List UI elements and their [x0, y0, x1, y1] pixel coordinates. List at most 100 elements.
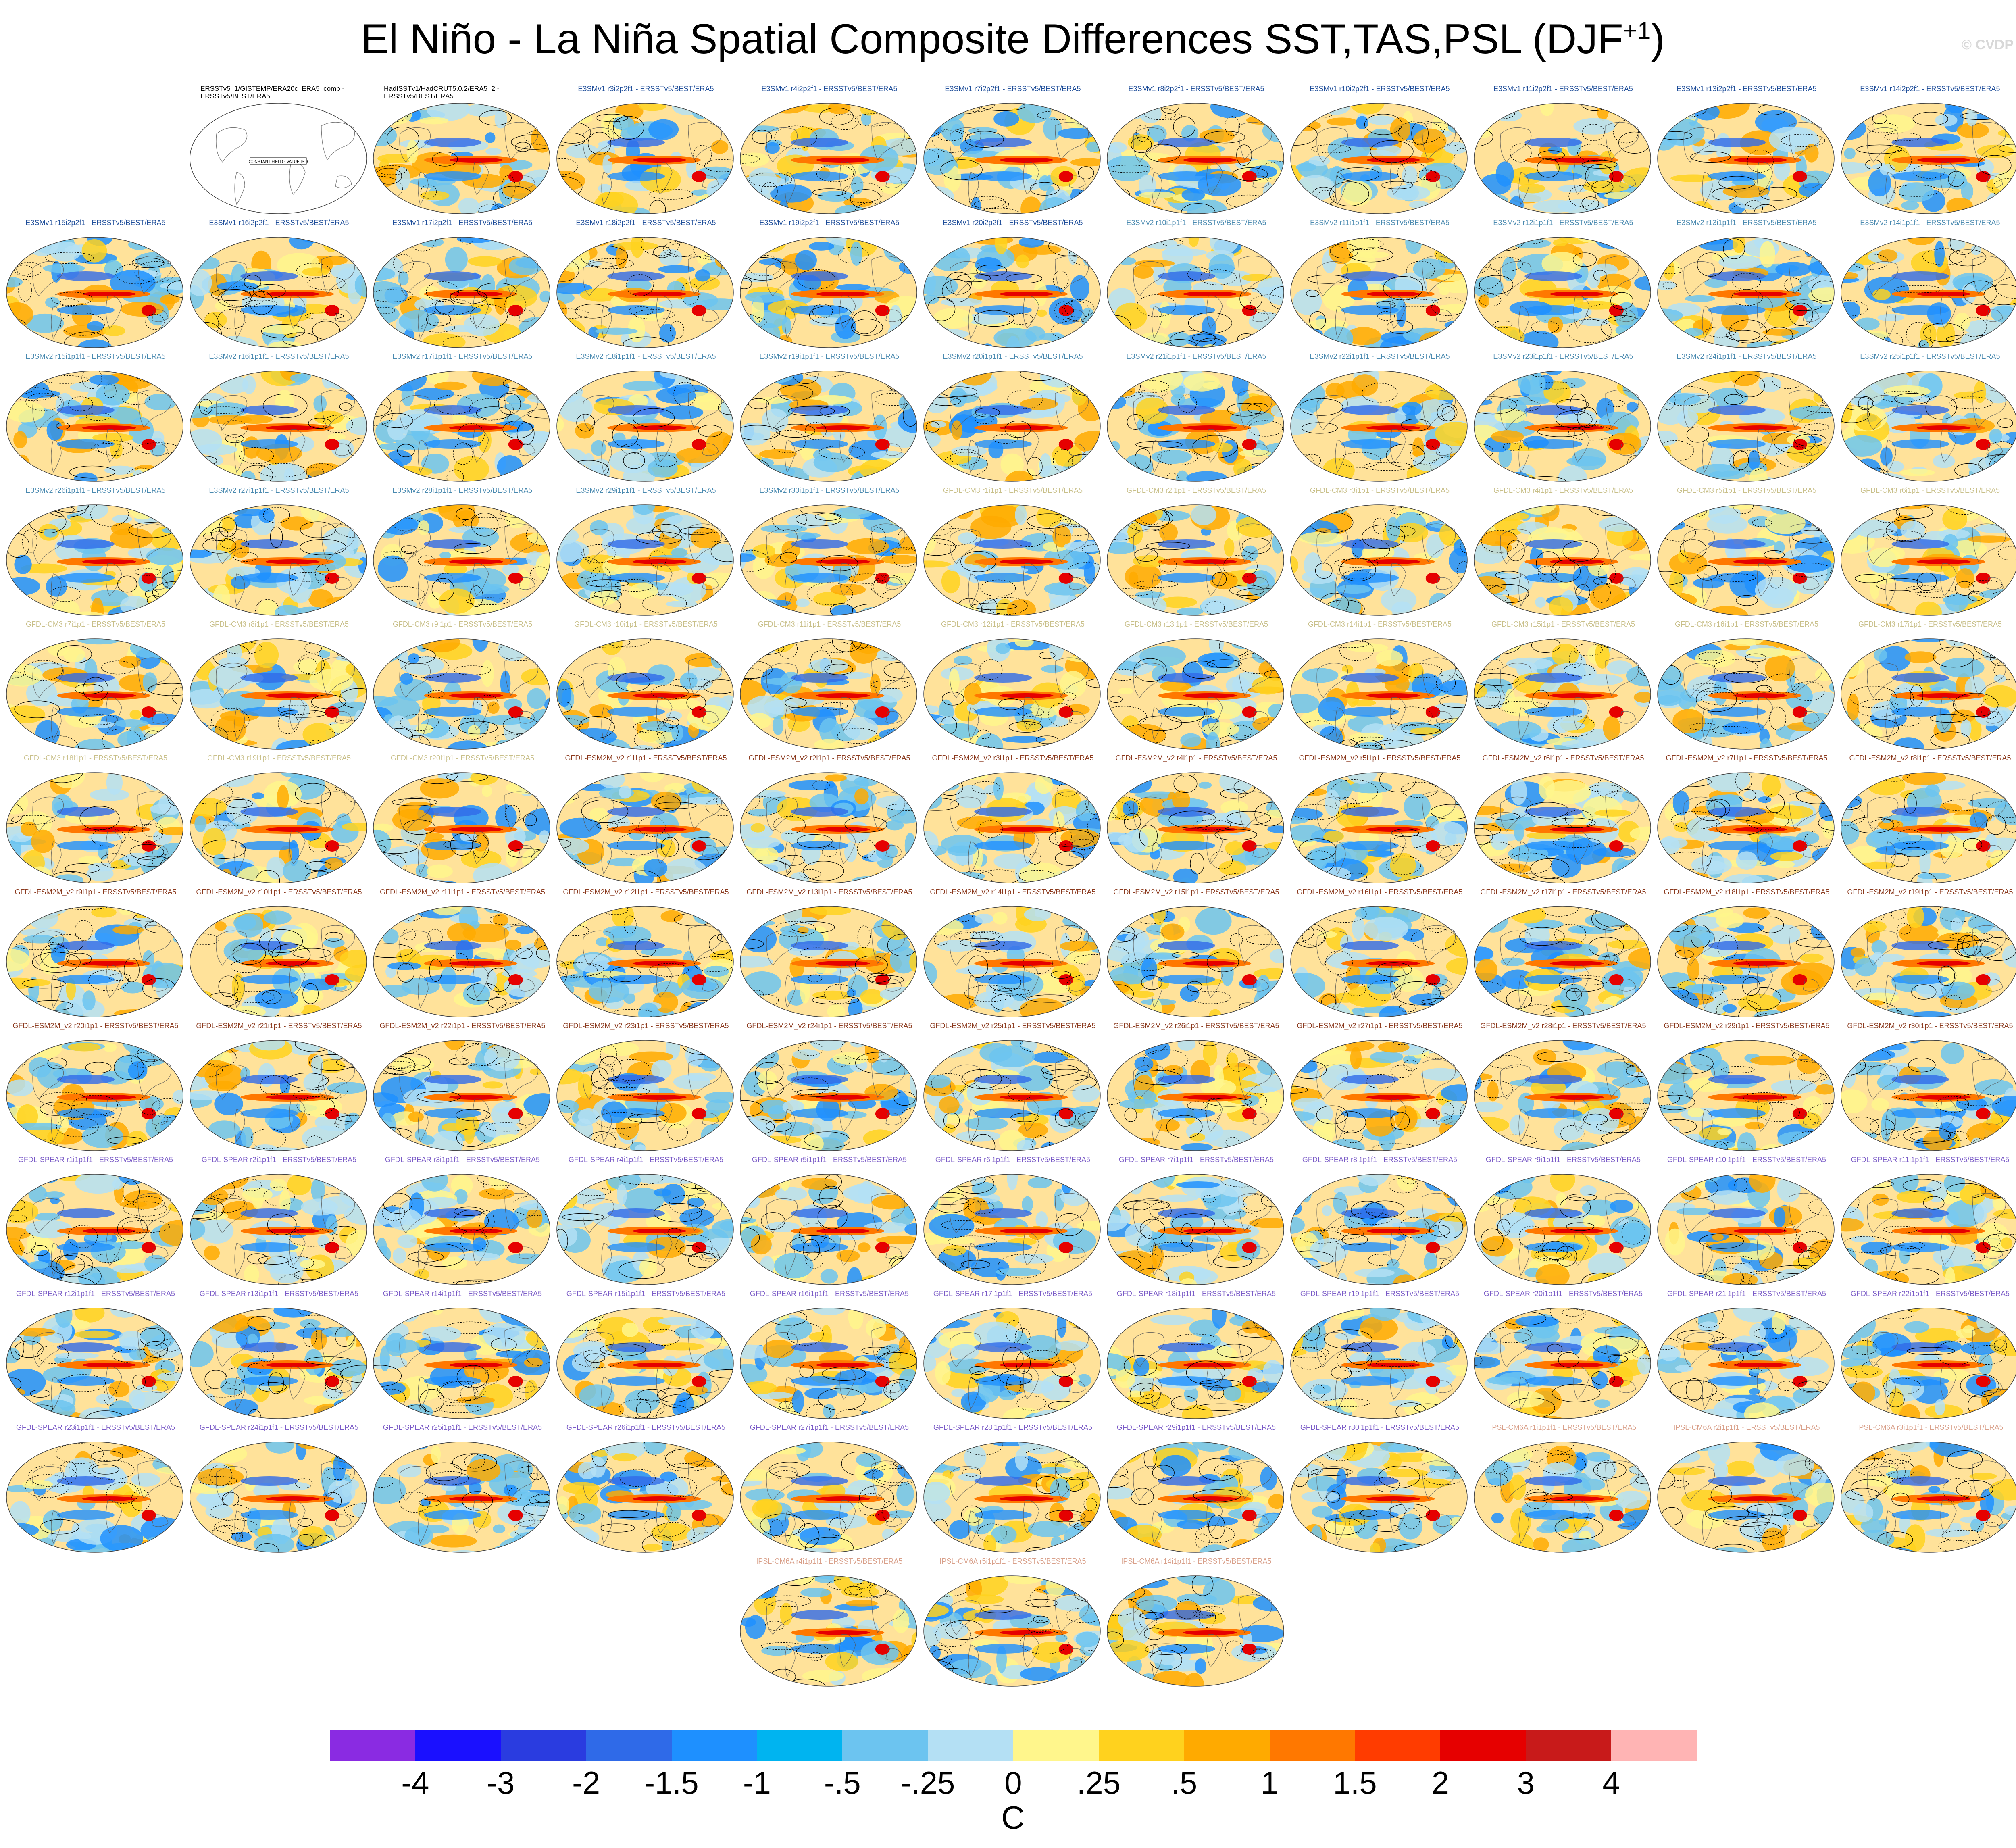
panel-label: GFDL-CM3 r5i1p1 - ERSSTv5/BEST/ERA5 [1677, 486, 1817, 494]
map-panel: E3SMv1 r11i2p2f1 - ERSSTv5/BEST/ERA5 [1472, 85, 1654, 217]
map-panel: GFDL-ESM2M_v2 r14i1p1 - ERSSTv5/BEST/ERA… [922, 888, 1104, 1020]
globe-map [1107, 1174, 1284, 1285]
map-panel: GFDL-CM3 r18i1p1 - ERSSTv5/BEST/ERA5 [5, 754, 186, 886]
globe-map [923, 906, 1101, 1017]
panel-label: E3SMv2 r14i1p1f1 - ERSSTv5/BEST/ERA5 [1860, 219, 2000, 227]
panel-label: GFDL-ESM2M_v2 r10i1p1 - ERSSTv5/BEST/ERA… [196, 888, 362, 896]
map-panel: E3SMv2 r21i1p1f1 - ERSSTv5/BEST/ERA5 [1106, 352, 1287, 485]
globe-map [190, 1442, 367, 1553]
map-panel: E3SMv1 r7i2p2f1 - ERSSTv5/BEST/ERA5 [922, 85, 1104, 217]
panel-label: GFDL-CM3 r8i1p1 - ERSSTv5/BEST/ERA5 [209, 620, 349, 628]
map-panel: GFDL-ESM2M_v2 r19i1p1 - ERSSTv5/BEST/ERA… [1839, 888, 2016, 1020]
map-panel: E3SMv1 r17i2p2f1 - ERSSTv5/BEST/ERA5 [372, 219, 553, 351]
map-panel: GFDL-CM3 r12i1p1 - ERSSTv5/BEST/ERA5 [922, 620, 1104, 752]
map-panel: E3SMv1 r13i2p2f1 - ERSSTv5/BEST/ERA5 [1656, 85, 1837, 217]
map-panel: GFDL-ESM2M_v2 r9i1p1 - ERSSTv5/BEST/ERA5 [5, 888, 186, 1020]
map-panel: E3SMv2 r13i1p1f1 - ERSSTv5/BEST/ERA5 [1656, 219, 1837, 351]
panel-label: E3SMv2 r15i1p1f1 - ERSSTv5/BEST/ERA5 [25, 352, 166, 360]
panel-label: GFDL-SPEAR r8i1p1f1 - ERSSTv5/BEST/ERA5 [1302, 1156, 1458, 1164]
map-panel: HadISSTv1/HadCRUT5.0.2/ERA5_2 - ERSSTv5/… [372, 85, 553, 217]
globe-map [1474, 772, 1651, 883]
globe-map [1107, 906, 1284, 1017]
map-panel: GFDL-ESM2M_v2 r13i1p1 - ERSSTv5/BEST/ERA… [739, 888, 920, 1020]
globe-map [6, 906, 183, 1017]
panel-label: GFDL-ESM2M_v2 r18i1p1 - ERSSTv5/BEST/ERA… [1664, 888, 1830, 896]
panel-label: GFDL-CM3 r17i1p1 - ERSSTv5/BEST/ERA5 [1858, 620, 2002, 628]
globe-map [1841, 906, 2016, 1017]
panel-label: GFDL-SPEAR r13i1p1f1 - ERSSTv5/BEST/ERA5 [199, 1290, 359, 1298]
map-panel: GFDL-SPEAR r10i1p1f1 - ERSSTv5/BEST/ERA5 [1656, 1156, 1837, 1288]
map-panel: E3SMv1 r3i2p2f1 - ERSSTv5/BEST/ERA5 [555, 85, 737, 217]
colorbar-tick-label: 2 [1431, 1765, 1450, 1800]
panel-label: GFDL-SPEAR r16i1p1f1 - ERSSTv5/BEST/ERA5 [750, 1290, 909, 1298]
panel-label: GFDL-SPEAR r19i1p1f1 - ERSSTv5/BEST/ERA5 [1300, 1290, 1460, 1298]
map-panel: GFDL-ESM2M_v2 r7i1p1 - ERSSTv5/BEST/ERA5 [1656, 754, 1837, 886]
map-panel: GFDL-ESM2M_v2 r24i1p1 - ERSSTv5/BEST/ERA… [739, 1022, 920, 1154]
globe-map [1841, 103, 2016, 214]
globe-map [1290, 1442, 1468, 1553]
colorbar-segment [1355, 1730, 1441, 1761]
panel-label: IPSL-CM6A r2i1p1f1 - ERSSTv5/BEST/ERA5 [1673, 1423, 1820, 1431]
panel-label: GFDL-SPEAR r14i1p1f1 - ERSSTv5/BEST/ERA5 [383, 1290, 542, 1298]
panel-label: GFDL-ESM2M_v2 r25i1p1 - ERSSTv5/BEST/ERA… [930, 1022, 1096, 1030]
panel-label: E3SMv1 r18i2p2f1 - ERSSTv5/BEST/ERA5 [576, 219, 716, 227]
panel-label: E3SMv1 r10i2p2f1 - ERSSTv5/BEST/ERA5 [1310, 85, 1450, 93]
map-panel: E3SMv2 r30i1p1f1 - ERSSTv5/BEST/ERA5 [739, 486, 920, 619]
colorbar-tick-label: -.25 [900, 1765, 955, 1800]
colorbar-segment [1611, 1730, 1697, 1761]
title-suffix: ) [1651, 16, 1665, 63]
globe-map [1474, 237, 1651, 348]
map-panel: E3SMv1 r19i2p2f1 - ERSSTv5/BEST/ERA5 [739, 219, 920, 351]
globe-map [1657, 103, 1835, 214]
colorbar-tick-label: 1.5 [1333, 1765, 1377, 1800]
globe-map [190, 1174, 367, 1285]
globe-map [1290, 638, 1468, 750]
panel-label: E3SMv2 r24i1p1f1 - ERSSTv5/BEST/ERA5 [1677, 352, 1817, 360]
panel-label: IPSL-CM6A r14i1p1f1 - ERSSTv5/BEST/ERA5 [1121, 1557, 1272, 1565]
panel-label: GFDL-ESM2M_v2 r8i1p1 - ERSSTv5/BEST/ERA5 [1849, 754, 2011, 762]
map-panel: GFDL-SPEAR r13i1p1f1 - ERSSTv5/BEST/ERA5 [188, 1290, 370, 1422]
map-panel: GFDL-ESM2M_v2 r23i1p1 - ERSSTv5/BEST/ERA… [555, 1022, 737, 1154]
panel-label: GFDL-ESM2M_v2 r4i1p1 - ERSSTv5/BEST/ERA5 [1115, 754, 1277, 762]
globe-map [740, 772, 917, 883]
globe-map [923, 638, 1101, 750]
globe-map [1657, 638, 1835, 750]
map-panel: E3SMv2 r23i1p1f1 - ERSSTv5/BEST/ERA5 [1472, 352, 1654, 485]
globe-map [740, 103, 917, 214]
globe-map [1107, 504, 1284, 616]
map-panel: GFDL-ESM2M_v2 r5i1p1 - ERSSTv5/BEST/ERA5 [1289, 754, 1470, 886]
panel-label: E3SMv1 r20i2p2f1 - ERSSTv5/BEST/ERA5 [943, 219, 1083, 227]
map-panel: GFDL-SPEAR r24i1p1f1 - ERSSTv5/BEST/ERA5 [188, 1423, 370, 1556]
panel-label: E3SMv2 r11i1p1f1 - ERSSTv5/BEST/ERA5 [1310, 219, 1450, 227]
map-panel: E3SMv1 r20i2p2f1 - ERSSTv5/BEST/ERA5 [922, 219, 1104, 351]
map-panel: GFDL-CM3 r11i1p1 - ERSSTv5/BEST/ERA5 [739, 620, 920, 752]
globe-map [1657, 237, 1835, 348]
colorbar-segment [330, 1730, 416, 1761]
globe-map [373, 1308, 550, 1419]
globe-map [190, 237, 367, 348]
map-panel: GFDL-SPEAR r3i1p1f1 - ERSSTv5/BEST/ERA5 [372, 1156, 553, 1288]
globe-map [1474, 1442, 1651, 1553]
panel-label: GFDL-SPEAR r3i1p1f1 - ERSSTv5/BEST/ERA5 [385, 1156, 540, 1164]
panel-label: E3SMv2 r27i1p1f1 - ERSSTv5/BEST/ERA5 [209, 486, 349, 494]
panel-label: GFDL-SPEAR r22i1p1f1 - ERSSTv5/BEST/ERA5 [1850, 1290, 2010, 1298]
map-panel: IPSL-CM6A r1i1p1f1 - ERSSTv5/BEST/ERA5 [1472, 1423, 1654, 1556]
panel-label: GFDL-CM3 r4i1p1 - ERSSTv5/BEST/ERA5 [1493, 486, 1633, 494]
map-panel: E3SMv2 r12i1p1f1 - ERSSTv5/BEST/ERA5 [1472, 219, 1654, 351]
map-panel: GFDL-SPEAR r27i1p1f1 - ERSSTv5/BEST/ERA5 [739, 1423, 920, 1556]
panel-label: E3SMv2 r21i1p1f1 - ERSSTv5/BEST/ERA5 [1126, 352, 1266, 360]
panel-label: E3SMv2 r22i1p1f1 - ERSSTv5/BEST/ERA5 [1310, 352, 1450, 360]
panel-label: E3SMv1 r11i2p2f1 - ERSSTv5/BEST/ERA5 [1493, 85, 1633, 93]
globe-map [1474, 1040, 1651, 1151]
map-panel: GFDL-CM3 r1i1p1 - ERSSTv5/BEST/ERA5 [922, 486, 1104, 619]
map-panel: GFDL-SPEAR r4i1p1f1 - ERSSTv5/BEST/ERA5 [555, 1156, 737, 1288]
globe-map [1290, 504, 1468, 616]
map-panel: GFDL-CM3 r2i1p1 - ERSSTv5/BEST/ERA5 [1106, 486, 1287, 619]
globe-map [1474, 371, 1651, 482]
map-panel: GFDL-SPEAR r18i1p1f1 - ERSSTv5/BEST/ERA5 [1106, 1290, 1287, 1422]
panel-label: E3SMv2 r18i1p1f1 - ERSSTv5/BEST/ERA5 [576, 352, 716, 360]
map-panel: GFDL-SPEAR r23i1p1f1 - ERSSTv5/BEST/ERA5 [5, 1423, 186, 1556]
map-panel: GFDL-CM3 r9i1p1 - ERSSTv5/BEST/ERA5 [372, 620, 553, 752]
colorbar-segment [671, 1730, 758, 1761]
panel-label: GFDL-SPEAR r17i1p1f1 - ERSSTv5/BEST/ERA5 [933, 1290, 1093, 1298]
